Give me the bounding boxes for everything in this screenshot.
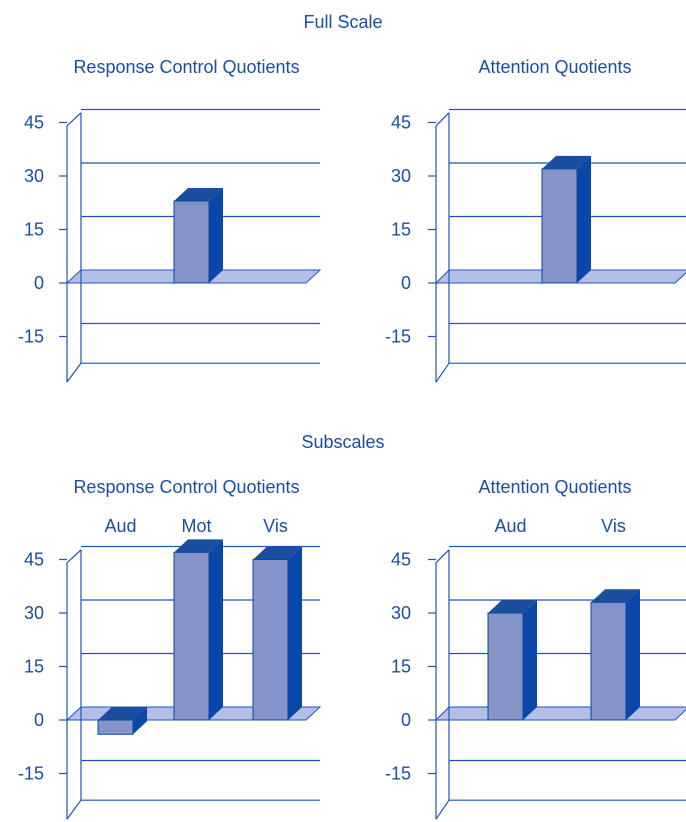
bar-top — [174, 539, 223, 553]
bar — [97, 707, 147, 735]
y-tick-label: -15 — [18, 764, 44, 784]
bar-side — [209, 187, 223, 283]
axis-top-edge — [435, 112, 450, 127]
bar-front — [590, 601, 627, 721]
bar-side — [626, 589, 640, 720]
bar-front — [487, 612, 524, 721]
category-label: Mot — [181, 516, 211, 536]
bar-side — [133, 707, 147, 735]
y-tick-label: 15 — [391, 220, 411, 240]
y-tick-label: 30 — [391, 166, 411, 186]
axis-top-edge — [66, 112, 82, 127]
y-tick-label: 0 — [401, 273, 411, 293]
chart-sub-response-control: Response Control Quotients 45 30 15 0 -15 Aud M… — [18, 477, 322, 820]
bar — [173, 187, 223, 284]
chart-title: Response Control Quotients — [73, 57, 299, 77]
category-label: Aud — [494, 516, 526, 536]
category-label: Aud — [104, 516, 136, 536]
axis-top-edge — [435, 549, 450, 564]
y-tick-label: 0 — [401, 710, 411, 730]
y-tick-label: -15 — [18, 327, 44, 347]
bar-front — [173, 200, 210, 284]
category-label: Vis — [601, 516, 626, 536]
chart-full-attention: Attention Quotients 45 30 15 0 -15 — [385, 57, 686, 383]
bar-top — [253, 546, 302, 560]
bar — [590, 589, 640, 721]
bar-side — [209, 539, 223, 720]
chart-sub-attention: Attention Quotients 45 30 15 0 -15 Aud Vis — [385, 477, 686, 820]
y-tick-label: 15 — [24, 657, 44, 677]
chart-full-response-control: Response Control Quotients 45 30 15 0 -15 — [18, 57, 322, 383]
bar-front — [97, 719, 134, 735]
axis-bottom-edge — [66, 799, 82, 820]
y-tick-label: 45 — [24, 550, 44, 570]
y-tick-label: 30 — [391, 603, 411, 623]
section-title-subscales: Subscales — [301, 432, 385, 452]
y-tick-label: 30 — [24, 603, 44, 623]
axis-bottom-edge — [435, 362, 450, 383]
category-label: Vis — [263, 516, 288, 536]
y-tick-label: 45 — [391, 113, 411, 133]
chart-title: Attention Quotients — [478, 477, 631, 497]
bar — [487, 600, 537, 721]
bar — [252, 546, 302, 721]
bar-top — [98, 707, 147, 720]
y-tick-label: 0 — [34, 710, 44, 730]
y-tick-label: -15 — [385, 764, 411, 784]
bar-top — [174, 187, 223, 201]
y-tick-label: 15 — [391, 657, 411, 677]
bar — [173, 539, 223, 721]
bar-front — [252, 559, 289, 721]
y-tick-label: 45 — [24, 113, 44, 133]
bar-side — [288, 546, 302, 720]
axis-top-edge — [66, 549, 82, 564]
bar-side — [577, 155, 591, 283]
chart-title: Response Control Quotients — [73, 477, 299, 497]
bar-top — [488, 600, 537, 613]
axis-bottom-edge — [66, 362, 82, 383]
y-tick-label: 45 — [391, 550, 411, 570]
bar-top — [591, 589, 640, 603]
bar-side — [523, 600, 537, 720]
zero-floor — [434, 706, 686, 721]
y-tick-label: 0 — [34, 273, 44, 293]
section-title-full-scale: Full Scale — [303, 12, 383, 32]
y-tick-label: 30 — [24, 166, 44, 186]
bar-top — [542, 155, 591, 169]
chart-title: Attention Quotients — [478, 57, 631, 77]
y-tick-label: 15 — [24, 220, 44, 240]
bar-front — [173, 551, 210, 721]
y-tick-label: -15 — [385, 327, 411, 347]
bar-front — [541, 168, 578, 284]
bar — [541, 155, 591, 284]
axis-bottom-edge — [435, 799, 450, 820]
